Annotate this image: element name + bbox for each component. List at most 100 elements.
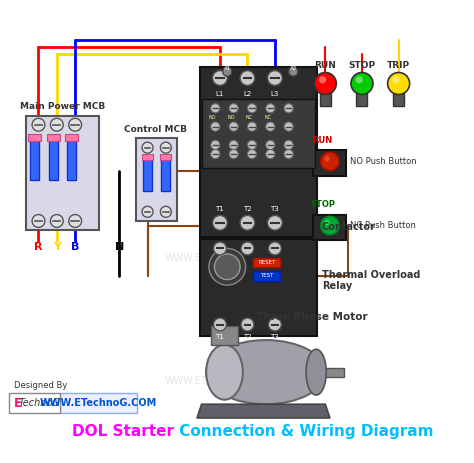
Text: Designed By: Designed By — [14, 382, 67, 390]
Text: RUN: RUN — [314, 61, 336, 70]
Bar — [67, 138, 76, 180]
Circle shape — [314, 73, 337, 94]
Circle shape — [211, 150, 220, 159]
Circle shape — [247, 140, 256, 150]
Bar — [201, 99, 315, 168]
Ellipse shape — [206, 340, 325, 404]
Text: WWW.ETechnoG.COM: WWW.ETechnoG.COM — [165, 253, 269, 263]
Circle shape — [211, 140, 220, 150]
Text: Contactor: Contactor — [322, 222, 375, 232]
Bar — [9, 393, 60, 413]
Bar — [26, 116, 99, 230]
Circle shape — [211, 104, 220, 113]
Circle shape — [388, 73, 410, 94]
Circle shape — [69, 119, 82, 131]
Circle shape — [247, 150, 256, 159]
Circle shape — [213, 215, 227, 230]
Circle shape — [266, 150, 275, 159]
Circle shape — [351, 73, 373, 94]
Circle shape — [69, 214, 82, 227]
Bar — [211, 326, 238, 344]
Circle shape — [241, 242, 254, 255]
Bar — [321, 368, 344, 377]
Bar — [48, 138, 58, 180]
Circle shape — [268, 242, 282, 255]
Circle shape — [160, 206, 172, 217]
Circle shape — [247, 104, 256, 113]
Text: B: B — [71, 242, 79, 251]
Text: T3: T3 — [271, 334, 279, 340]
Circle shape — [321, 152, 339, 170]
Bar — [160, 154, 172, 161]
Circle shape — [284, 122, 293, 131]
Ellipse shape — [306, 349, 326, 395]
Circle shape — [209, 249, 246, 285]
Circle shape — [392, 76, 400, 83]
Text: NO: NO — [227, 115, 235, 120]
Text: NC Push Button: NC Push Button — [350, 221, 416, 230]
Text: STOP: STOP — [348, 61, 375, 70]
Text: L3: L3 — [271, 91, 279, 97]
Bar — [30, 138, 39, 180]
Circle shape — [50, 119, 63, 131]
Circle shape — [268, 215, 282, 230]
Bar — [143, 159, 152, 191]
Circle shape — [319, 76, 326, 83]
Bar — [136, 138, 177, 221]
Circle shape — [241, 318, 254, 331]
Text: A2: A2 — [290, 66, 297, 71]
Bar — [65, 134, 78, 141]
Circle shape — [289, 67, 298, 76]
Text: TEST: TEST — [260, 274, 273, 278]
Bar — [47, 134, 60, 141]
Bar — [356, 88, 367, 106]
Text: DOL Starter: DOL Starter — [72, 424, 174, 439]
Circle shape — [324, 220, 330, 225]
Circle shape — [284, 104, 293, 113]
Text: TechnoG: TechnoG — [18, 398, 60, 408]
Text: T1: T1 — [216, 334, 224, 340]
Circle shape — [324, 156, 330, 162]
Bar — [393, 88, 404, 106]
Circle shape — [247, 122, 256, 131]
Bar — [142, 154, 153, 161]
Text: WWW.ETechnoG.COM: WWW.ETechnoG.COM — [165, 376, 269, 386]
Circle shape — [142, 206, 153, 217]
Circle shape — [240, 215, 255, 230]
Text: Three Phase Motor: Three Phase Motor — [256, 312, 367, 322]
Bar — [60, 393, 137, 413]
Circle shape — [229, 150, 238, 159]
Circle shape — [211, 122, 220, 131]
Circle shape — [214, 254, 240, 280]
Circle shape — [284, 150, 293, 159]
Text: NC: NC — [264, 115, 271, 120]
Circle shape — [268, 71, 282, 85]
Circle shape — [284, 140, 293, 150]
Circle shape — [268, 318, 282, 331]
Bar — [161, 159, 171, 191]
Text: Thermal Overload
Relay: Thermal Overload Relay — [322, 270, 420, 291]
Circle shape — [240, 71, 255, 85]
Text: T3: T3 — [271, 206, 279, 212]
Text: STOP: STOP — [310, 200, 335, 209]
Circle shape — [213, 318, 227, 331]
Circle shape — [229, 104, 238, 113]
Text: NO: NO — [209, 115, 216, 120]
Text: WWW.ETechnoG.COM: WWW.ETechnoG.COM — [39, 398, 157, 408]
Text: NO Push Button: NO Push Button — [350, 157, 417, 166]
Circle shape — [50, 214, 63, 227]
Circle shape — [32, 214, 45, 227]
Circle shape — [266, 140, 275, 150]
Bar — [320, 88, 331, 106]
Circle shape — [160, 142, 172, 153]
Bar — [200, 67, 317, 237]
Text: L2: L2 — [243, 91, 252, 97]
Circle shape — [321, 216, 339, 235]
Circle shape — [356, 76, 363, 83]
Text: Y: Y — [53, 242, 61, 251]
Text: TRIP: TRIP — [387, 61, 410, 70]
Circle shape — [229, 140, 238, 150]
Circle shape — [266, 122, 275, 131]
Bar — [313, 214, 346, 240]
Text: E: E — [14, 397, 22, 410]
